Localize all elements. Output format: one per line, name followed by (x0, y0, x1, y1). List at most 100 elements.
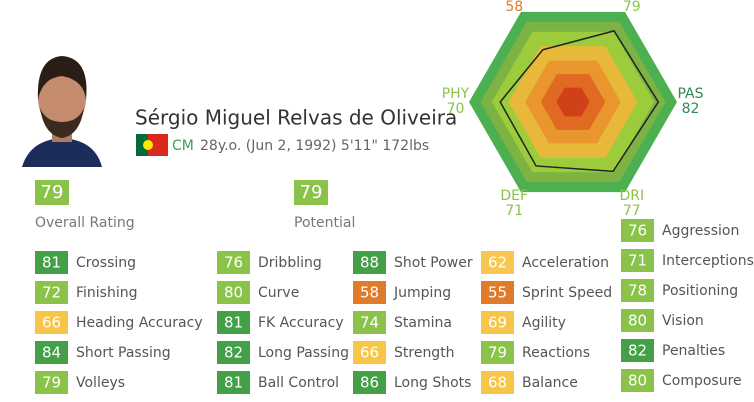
stat-box (481, 341, 514, 364)
stat-box (621, 339, 654, 362)
player-polygon (499, 29, 660, 173)
stat-box (353, 311, 386, 334)
stat-box (217, 281, 250, 304)
stat-box (217, 341, 250, 364)
stat-box (35, 251, 68, 274)
stat-label: Sprint Speed (522, 285, 612, 301)
stat-box (353, 281, 386, 304)
stat-label: Volleys (76, 375, 125, 391)
stat-label: Curve (258, 285, 299, 301)
radar-label: DRI (619, 188, 644, 204)
stat-label: Jumping (393, 285, 451, 301)
stat-value: 82 (628, 342, 647, 360)
stat-box (481, 311, 514, 334)
stat-label: Stamina (394, 315, 452, 331)
stat-box (621, 369, 654, 392)
stat-value: 88 (360, 254, 379, 272)
stat-label: Crossing (76, 255, 136, 271)
stat-box (35, 311, 68, 334)
stat-value: 74 (360, 314, 379, 332)
radar-ring (556, 87, 590, 117)
stat-box (353, 371, 386, 394)
stat-value: 79 (42, 374, 61, 392)
stat-value: 62 (488, 254, 507, 272)
stat-value: 80 (224, 284, 243, 302)
stat-value: 72 (42, 284, 61, 302)
player-info: 28y.o. (Jun 2, 1992) 5'11" 172lbs (200, 138, 429, 154)
stat-value: 80 (628, 312, 647, 330)
stat-value: 55 (488, 284, 507, 302)
stat-box (353, 341, 386, 364)
stat-value: 76 (224, 254, 243, 272)
stat-label: Shot Power (394, 255, 473, 271)
stat-box (621, 219, 654, 242)
radar-value: 58 (505, 0, 523, 15)
radar-value: 70 (447, 101, 465, 117)
stat-label: Aggression (662, 223, 739, 239)
stat-label: Reactions (522, 345, 590, 361)
stat-value: 71 (628, 252, 647, 270)
stat-label: Penalties (662, 343, 725, 359)
rating-box (35, 180, 69, 205)
stat-box (353, 251, 386, 274)
radar-value: 79 (623, 0, 641, 15)
radar-value: 71 (505, 203, 523, 219)
stat-box (35, 341, 68, 364)
rating-label: Overall Rating (35, 215, 135, 231)
stat-label: Composure (662, 373, 742, 389)
stat-label: Dribbling (258, 255, 322, 271)
rating-label: Potential (294, 215, 355, 231)
position: CM (172, 138, 194, 154)
radar-label: DEF (500, 188, 528, 204)
stat-label: FK Accuracy (258, 315, 344, 331)
stat-label: Agility (522, 315, 566, 331)
stat-value: 68 (488, 374, 507, 392)
stat-value: 66 (360, 344, 379, 362)
stat-box (35, 371, 68, 394)
stat-label: Long Passing (258, 345, 349, 361)
stat-value: 81 (42, 254, 61, 272)
stat-value: 81 (224, 374, 243, 392)
stat-label: Long Shots (394, 375, 471, 391)
stat-box (481, 371, 514, 394)
radar-label: PAS (678, 86, 704, 102)
stat-label: Balance (522, 375, 578, 391)
stat-box (35, 281, 68, 304)
stat-box (217, 371, 250, 394)
stat-box (217, 311, 250, 334)
rating-value: 79 (300, 182, 323, 203)
stat-value: 81 (224, 314, 243, 332)
stat-box (621, 309, 654, 332)
stat-label: Vision (662, 313, 704, 329)
stat-box (621, 249, 654, 272)
stat-value: 84 (42, 344, 61, 362)
stat-label: Ball Control (258, 375, 339, 391)
stat-value: 80 (628, 372, 647, 390)
stat-box (217, 251, 250, 274)
stat-value: 79 (488, 344, 507, 362)
stat-label: Finishing (76, 285, 138, 301)
stat-label: Acceleration (522, 255, 609, 271)
radar-label: PHY (442, 86, 470, 102)
rating-value: 79 (41, 182, 64, 203)
stat-box (621, 279, 654, 302)
rating-box (294, 180, 328, 205)
stat-label: Interceptions (662, 253, 754, 269)
stat-label: Strength (394, 345, 455, 361)
stat-label: Short Passing (76, 345, 171, 361)
stat-box (481, 281, 514, 304)
player-photo (18, 52, 108, 167)
stat-value: 66 (42, 314, 61, 332)
flag (136, 134, 168, 156)
stat-value: 69 (488, 314, 507, 332)
stat-label: Heading Accuracy (76, 315, 203, 331)
stat-value: 82 (224, 344, 243, 362)
radar-value: 77 (623, 203, 641, 219)
stat-box (481, 251, 514, 274)
stat-value: 78 (628, 282, 647, 300)
stat-value: 58 (360, 284, 379, 302)
stat-value: 86 (360, 374, 379, 392)
radar-value: 82 (682, 101, 700, 117)
stat-value: 76 (628, 222, 647, 240)
